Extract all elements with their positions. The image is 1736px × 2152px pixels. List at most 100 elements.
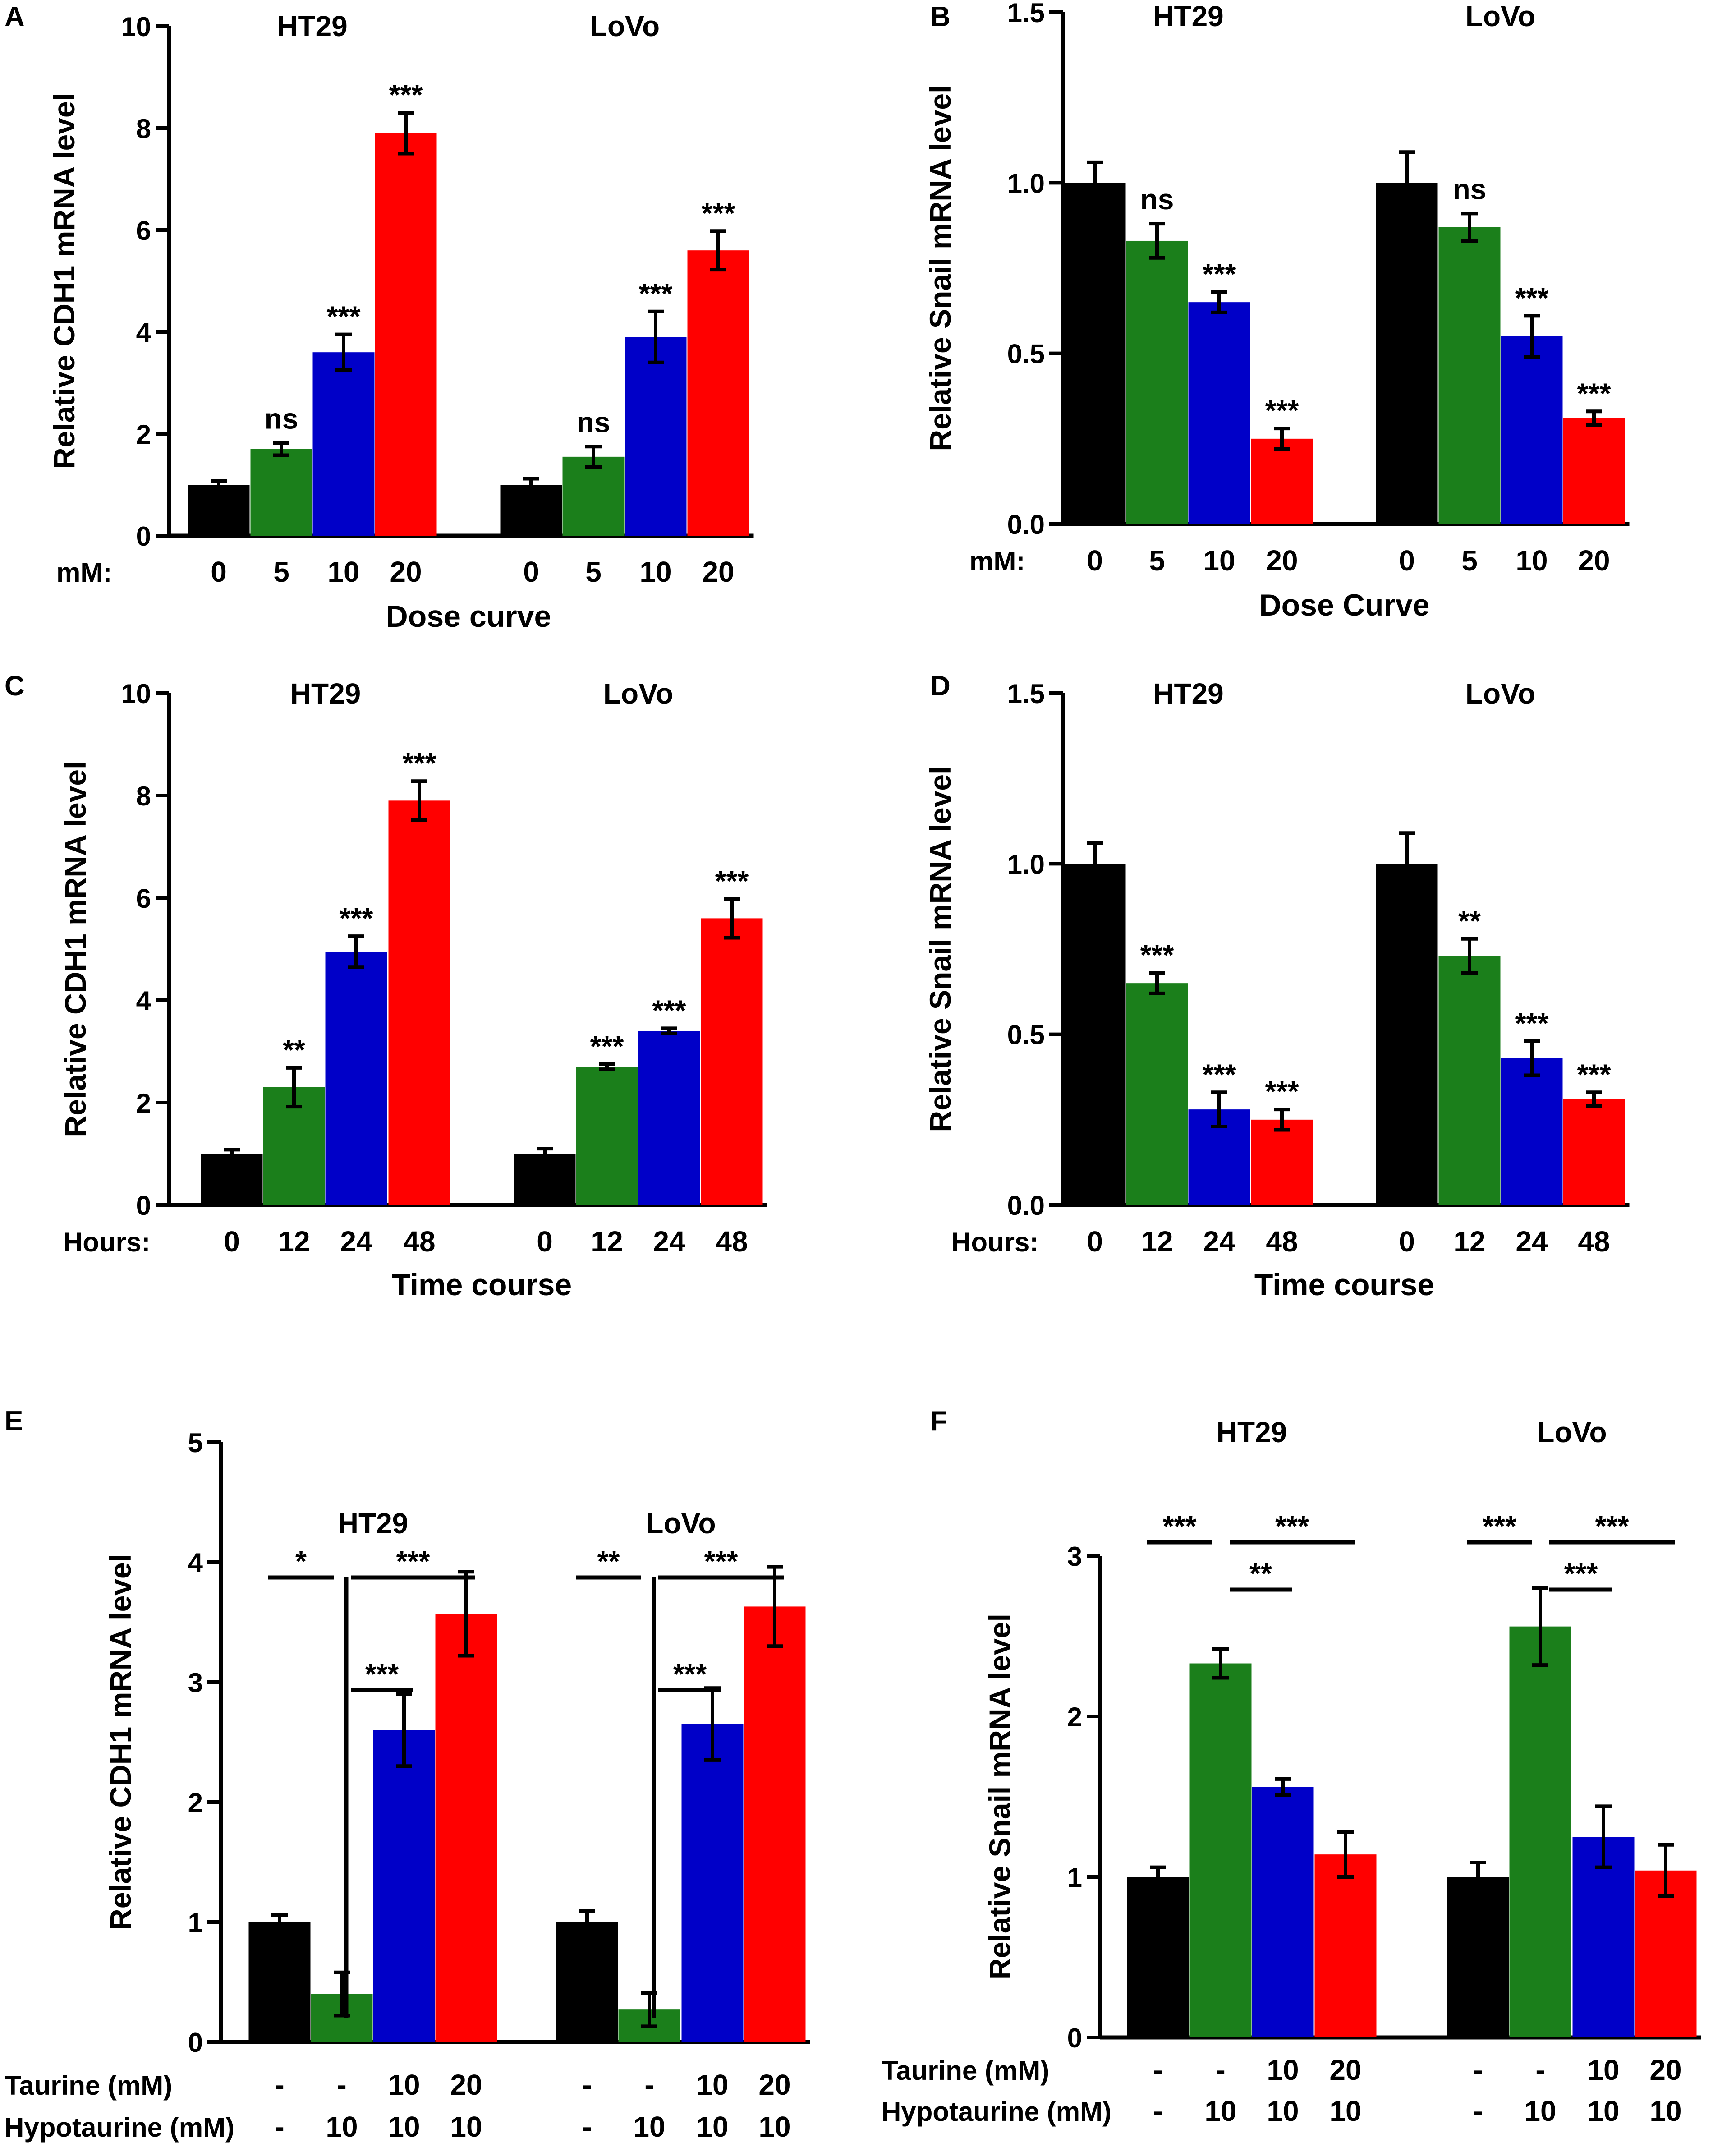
x-tick-label: 10 bbox=[1524, 2095, 1556, 2127]
x-tick-label: 10 bbox=[639, 556, 671, 588]
group-title: HT29 bbox=[290, 677, 361, 710]
x-tick-label: 12 bbox=[1453, 1225, 1485, 1258]
bar bbox=[562, 456, 625, 536]
significance-label: *** bbox=[639, 277, 673, 310]
y-tick-label: 6 bbox=[136, 216, 151, 246]
x-tick-label: 20 bbox=[702, 556, 734, 588]
x-tick-label: 10 bbox=[327, 556, 359, 588]
y-tick-label: 3 bbox=[188, 1668, 203, 1698]
x-tick-label: 20 bbox=[1649, 2054, 1681, 2086]
bracket-label: ** bbox=[1249, 1557, 1272, 1590]
significance-label: *** bbox=[590, 1030, 624, 1062]
row-label: Taurine (mM) bbox=[882, 2055, 1049, 2086]
bar bbox=[1563, 1099, 1625, 1205]
y-tick-label: 2 bbox=[1067, 1702, 1082, 1732]
bar bbox=[556, 1922, 618, 2042]
x-tick-label: - bbox=[1535, 2054, 1545, 2086]
y-tick-label: 1 bbox=[1067, 1862, 1082, 1893]
bar bbox=[188, 485, 250, 536]
group-title: LoVo bbox=[646, 1507, 716, 1540]
group-title: HT29 bbox=[338, 1507, 409, 1540]
significance-label: ** bbox=[283, 1034, 305, 1066]
y-tick-label: 1.0 bbox=[1007, 849, 1045, 879]
x-tick-label: 10 bbox=[1587, 2054, 1619, 2086]
bar bbox=[1188, 302, 1250, 524]
x-tick-label: 5 bbox=[1149, 544, 1165, 577]
bar bbox=[1563, 418, 1625, 524]
x-tick-label: 10 bbox=[1649, 2095, 1681, 2127]
x-tick-label: 20 bbox=[450, 2069, 482, 2101]
panel-letter: D bbox=[930, 671, 951, 702]
bracket-label: *** bbox=[1595, 1510, 1629, 1542]
significance-label: *** bbox=[403, 747, 436, 779]
group-title: LoVo bbox=[1465, 677, 1535, 710]
significance-label: ns bbox=[1453, 173, 1487, 205]
bar bbox=[1189, 1663, 1252, 2037]
x-tick-label: 10 bbox=[1267, 2054, 1299, 2086]
y-tick-label: 4 bbox=[136, 317, 152, 348]
group-title: LoVo bbox=[1537, 1416, 1607, 1448]
bracket-label: *** bbox=[673, 1658, 707, 1690]
panel-b: B 0.0 0.5 1.0 1.5 Relative Snail mRNA level HT… bbox=[923, 0, 1630, 622]
x-tick-label: 10 bbox=[1267, 2095, 1299, 2127]
y-tick-label: 0 bbox=[136, 521, 151, 552]
panel-f: F 0 1 2 3 Relative Snail mRNA level HT29 LoVo - -… bbox=[882, 1406, 1701, 2127]
bar bbox=[312, 352, 375, 536]
bar bbox=[1572, 1837, 1635, 2037]
y-tick-label: 0.5 bbox=[1007, 339, 1045, 369]
y-tick-label: 10 bbox=[121, 12, 151, 42]
bracket-label: *** bbox=[1564, 1557, 1598, 1590]
x-tick-label: 48 bbox=[403, 1225, 435, 1258]
bar bbox=[1064, 864, 1126, 1205]
bar bbox=[1251, 1119, 1313, 1205]
x-tick-label: 20 bbox=[1266, 544, 1298, 577]
bracket-label: * bbox=[295, 1545, 307, 1577]
panel-d: D 0.0 0.5 1.0 1.5 Relative Snail mRNA level HT… bbox=[923, 671, 1630, 1302]
panel-letter: C bbox=[5, 671, 25, 702]
panel-letter: A bbox=[5, 1, 25, 32]
panel-letter: E bbox=[5, 1406, 23, 1437]
significance-label: *** bbox=[715, 864, 749, 897]
x-tick-label: 5 bbox=[585, 556, 602, 588]
bracket-label: ** bbox=[597, 1545, 620, 1577]
x-tick-label: 24 bbox=[1203, 1225, 1235, 1258]
y-tick-label: 6 bbox=[136, 883, 151, 914]
row-label: Hours: bbox=[951, 1227, 1038, 1257]
row-label: Taurine (mM) bbox=[5, 2070, 172, 2101]
y-tick-label: 0 bbox=[188, 2028, 203, 2058]
bar bbox=[1064, 183, 1126, 524]
y-tick-label: 0.5 bbox=[1007, 1020, 1045, 1050]
x-tick-label: 10 bbox=[633, 2111, 665, 2143]
x-tick-label: 48 bbox=[716, 1225, 748, 1258]
y-axis-label: Relative CDH1 mRNA level bbox=[47, 93, 81, 469]
x-tick-label: 20 bbox=[390, 556, 422, 588]
x-tick-label: 10 bbox=[388, 2069, 420, 2101]
x-tick-label: 0 bbox=[224, 1225, 240, 1258]
x-tick-label: 10 bbox=[1329, 2095, 1361, 2127]
bar bbox=[1126, 983, 1188, 1205]
panel-letter: B bbox=[930, 1, 951, 32]
y-tick-label: 0 bbox=[1067, 2023, 1082, 2053]
x-tick-label: 10 bbox=[696, 2069, 728, 2101]
significance-label: ** bbox=[1458, 905, 1481, 937]
y-axis-label: Relative CDH1 mRNA level bbox=[104, 1554, 137, 1930]
y-axis-label: Relative CDH1 mRNA level bbox=[59, 761, 92, 1137]
x-tick-label: 24 bbox=[1516, 1225, 1548, 1258]
x-tick-label: 5 bbox=[273, 556, 289, 588]
bar bbox=[1376, 183, 1438, 524]
group-title: HT29 bbox=[277, 10, 348, 42]
bar bbox=[1376, 864, 1438, 1205]
bar bbox=[325, 952, 387, 1205]
x-tick-label: 10 bbox=[326, 2111, 358, 2143]
y-tick-label: 4 bbox=[188, 1548, 203, 1578]
x-tick-label: 12 bbox=[1141, 1225, 1173, 1258]
x-axis-label: Dose Curve bbox=[1259, 588, 1430, 622]
x-tick-label: 48 bbox=[1266, 1225, 1298, 1258]
x-tick-label: 20 bbox=[1578, 544, 1610, 577]
x-axis-label: Time course bbox=[1254, 1268, 1434, 1302]
bar bbox=[1251, 438, 1313, 524]
bar bbox=[1438, 227, 1501, 524]
x-axis-label: Dose curve bbox=[386, 599, 551, 634]
